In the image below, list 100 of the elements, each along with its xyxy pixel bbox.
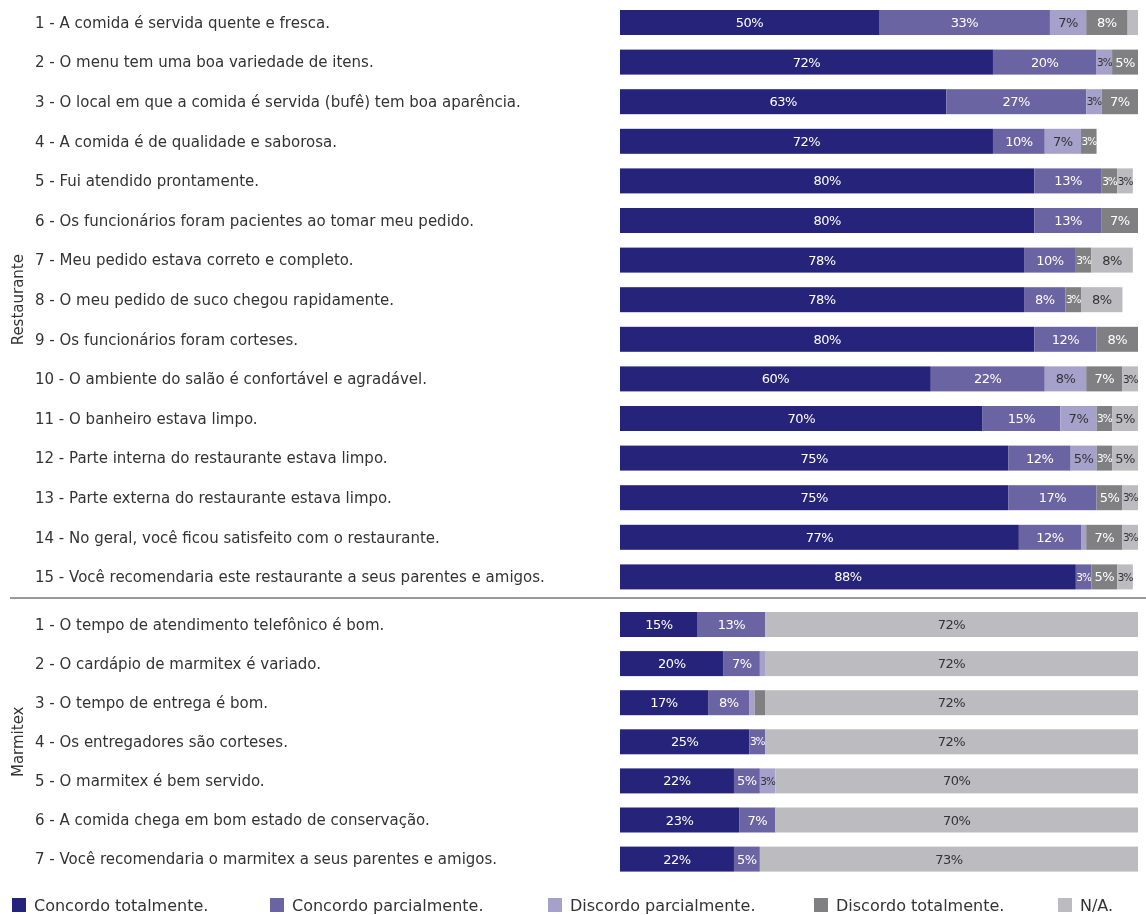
data-label: 3% <box>1117 174 1134 187</box>
data-label: 3% <box>1122 372 1139 385</box>
bar <box>765 612 1138 637</box>
y-tick-label: 3 - O tempo de entrega é bom. <box>35 693 269 712</box>
data-label: 70% <box>787 411 816 427</box>
data-label: 63% <box>769 94 798 110</box>
data-label: 3% <box>760 774 776 787</box>
data-label: 15% <box>645 617 673 633</box>
data-label: 8% <box>718 695 739 711</box>
data-label: 20% <box>1031 54 1059 70</box>
data-label: 72% <box>792 54 821 70</box>
bar <box>759 651 766 677</box>
data-label: 5% <box>1099 490 1120 506</box>
data-label: 7% <box>1058 15 1079 31</box>
data-label: 3% <box>1065 293 1082 306</box>
data-label: 3% <box>1081 134 1098 147</box>
bar <box>1034 168 1102 194</box>
data-label: 75% <box>800 490 829 506</box>
data-label: 13% <box>1054 173 1082 189</box>
y-tick-label: 8 - O meu pedido de suco chegou rapidamente. <box>35 290 395 309</box>
data-label: 7% <box>747 812 768 828</box>
y-tick-label: 10 - O ambiente do salão é confortável e agradável. <box>35 370 427 389</box>
data-label: 78% <box>808 252 836 268</box>
data-label: 5% <box>1115 411 1136 427</box>
y-tick-label: 14 - No geral, você ficou satisfeito com o restaurante. <box>35 528 440 547</box>
data-label: 3% <box>1096 412 1113 425</box>
y-tick-label: 6 - A comida chega em bom estado de conservação. <box>35 811 430 830</box>
data-label: 72% <box>937 617 966 633</box>
data-label: 12% <box>1036 529 1064 545</box>
y-axis-title: Marmitex <box>9 706 28 778</box>
bar <box>1081 524 1087 550</box>
bar <box>982 406 1061 431</box>
data-label: 27% <box>1002 94 1031 110</box>
y-tick-label: 9 - Os funcionários foram corteses. <box>35 330 299 349</box>
bar <box>930 366 1045 392</box>
bar <box>620 729 750 755</box>
y-tick-label: 7 - Meu pedido estava correto e completo. <box>35 251 354 270</box>
data-label: 3% <box>1122 530 1139 543</box>
bar <box>765 651 1138 677</box>
data-label: 3% <box>1076 253 1092 266</box>
data-label: 3% <box>1096 451 1113 464</box>
bar <box>1008 445 1071 471</box>
bar <box>620 768 734 794</box>
bar <box>620 846 734 872</box>
data-label: 75% <box>800 450 829 466</box>
y-axis-title: Restaurante <box>9 254 28 346</box>
data-label: 72% <box>937 656 966 672</box>
bar <box>620 366 931 392</box>
bar <box>620 807 740 833</box>
data-label: 3% <box>749 735 766 748</box>
data-label: 80% <box>813 331 842 347</box>
bar <box>620 612 698 637</box>
bar <box>1018 524 1082 550</box>
data-label: 60% <box>761 371 790 387</box>
data-label: 77% <box>805 529 834 545</box>
bar <box>620 326 1035 352</box>
bar <box>620 651 724 677</box>
data-label: 72% <box>937 734 966 750</box>
bar <box>620 406 983 431</box>
data-label: 7% <box>1053 133 1073 149</box>
bar <box>620 208 1035 233</box>
data-label: 8% <box>1055 371 1076 387</box>
bar <box>697 612 766 637</box>
legend-label: Discordo parcialmente. <box>570 895 756 915</box>
data-label: 72% <box>937 695 966 711</box>
y-tick-label: 4 - A comida é de qualidade e saborosa. <box>35 132 337 151</box>
data-label: 17% <box>650 695 678 711</box>
data-label: 78% <box>808 292 836 308</box>
bar <box>765 690 1138 716</box>
data-label: 23% <box>665 812 694 828</box>
y-tick-label: 7 - Você recomendaria o marmitex a seus parentes e amigos. <box>35 850 498 869</box>
y-tick-label: 2 - O menu tem uma boa variedade de itens. <box>35 53 374 72</box>
legend-label: Discordo totalmente. <box>836 895 1005 915</box>
data-label: 17% <box>1038 490 1067 506</box>
data-label: 7% <box>1094 371 1115 387</box>
data-label: 10% <box>1005 133 1033 149</box>
y-tick-label: 15 - Você recomendaria este restaurante a seus parentes e amigos. <box>35 568 545 587</box>
data-label: 50% <box>735 15 764 31</box>
data-label: 70% <box>943 812 971 828</box>
data-label: 8% <box>1107 331 1128 347</box>
data-label: 88% <box>834 569 862 585</box>
data-label: 3% <box>1096 55 1113 68</box>
y-tick-label: 2 - O cardápio de marmitex é variado. <box>35 654 322 673</box>
data-label: 22% <box>663 851 691 867</box>
data-label: 22% <box>663 773 691 789</box>
data-label: 8% <box>1091 292 1112 308</box>
bar <box>1034 326 1097 352</box>
bar <box>620 564 1076 590</box>
bar <box>620 690 709 716</box>
bar <box>620 10 879 35</box>
data-label: 5% <box>737 851 757 867</box>
bar <box>992 49 1097 75</box>
data-label: 12% <box>1025 450 1054 466</box>
y-tick-label: 12 - Parte interna do restaurante estava limpo. <box>35 449 388 468</box>
data-label: 7% <box>1094 529 1115 545</box>
bar <box>775 807 1138 833</box>
y-tick-label: 5 - Fui atendido prontamente. <box>35 172 260 191</box>
data-label: 25% <box>671 734 699 750</box>
data-label: 15% <box>1007 411 1036 427</box>
bar <box>620 524 1019 550</box>
